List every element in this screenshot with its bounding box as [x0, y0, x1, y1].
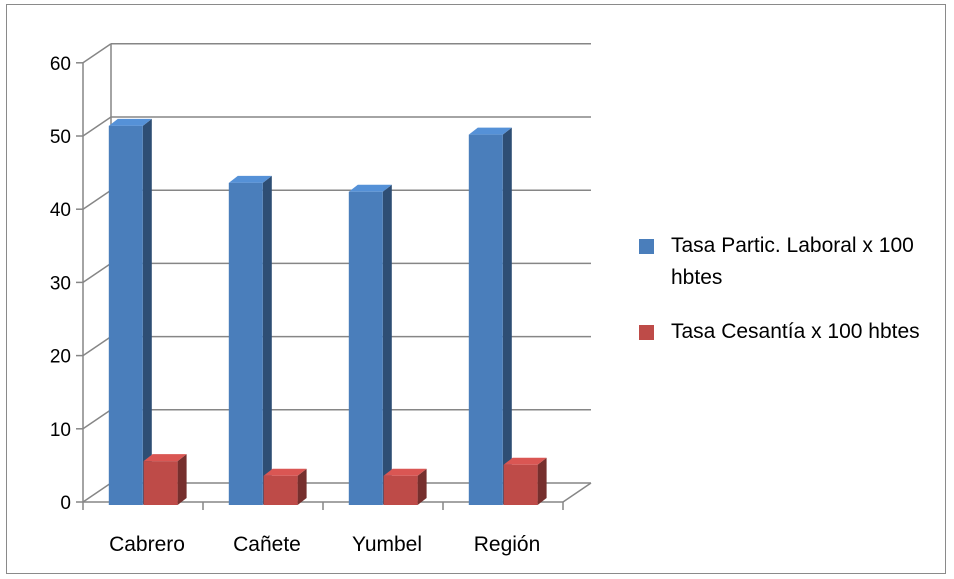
- bar-side: [177, 454, 187, 505]
- chart-plot: 0 10 20 30 40 50 60 Cabrero Cañete Yumbel Región: [50, 43, 592, 556]
- y-tick-label: 60: [50, 54, 71, 75]
- y-tick-label: 0: [60, 493, 71, 514]
- y-tick-label: 20: [50, 347, 71, 368]
- bar-front: [108, 125, 143, 505]
- bar: [108, 118, 152, 505]
- floor-edge: [562, 482, 592, 503]
- bar-top: [108, 118, 152, 126]
- y-tick-label: 50: [50, 127, 71, 148]
- y-tick-label: 10: [50, 420, 71, 441]
- bar-side: [537, 457, 547, 505]
- bar: [468, 127, 512, 505]
- bar-side: [297, 468, 307, 505]
- chart-frame: 0 10 20 30 40 50 60 Cabrero Cañete Yumbel Región T…: [6, 4, 946, 574]
- bar-front: [383, 475, 418, 505]
- bar-top: [383, 468, 427, 476]
- bar-front: [503, 464, 538, 505]
- bar-front: [263, 475, 298, 505]
- gridline-depth: [82, 335, 112, 357]
- x-tick-label: Cabrero: [109, 533, 185, 556]
- bar: [143, 454, 187, 505]
- legend-label-participation: Tasa Partic. Laboral x 100 hbtes: [671, 234, 914, 289]
- legend-item-unemployment: Tasa Cesantía x 100 hbtes: [639, 316, 954, 348]
- bar-top: [263, 468, 307, 476]
- legend-label-unemployment: Tasa Cesantía x 100 hbtes: [671, 320, 920, 343]
- x-tick-label: Yumbel: [352, 533, 422, 556]
- bar-front: [348, 191, 383, 506]
- y-tick-label: 40: [50, 200, 71, 221]
- x-tick-label: Cañete: [233, 533, 301, 556]
- legend-swatch-participation: [639, 239, 654, 254]
- bar-top: [348, 184, 392, 192]
- bar: [348, 184, 392, 506]
- bar: [503, 457, 547, 505]
- bar-top: [143, 454, 187, 462]
- gridline-depth: [82, 116, 112, 137]
- gridline-depth: [82, 482, 112, 503]
- bar-side: [142, 118, 152, 505]
- bar-side: [502, 127, 512, 505]
- bar-front: [468, 134, 503, 505]
- gridline-depth: [82, 189, 112, 210]
- bar: [383, 468, 427, 505]
- gridline-depth: [82, 409, 112, 430]
- bar: [263, 468, 307, 505]
- bar-front: [143, 461, 178, 505]
- bar-front: [228, 182, 263, 506]
- gridline-depth: [82, 262, 112, 284]
- bar-top: [503, 457, 547, 465]
- bar-side: [417, 468, 427, 505]
- y-tick-label: 30: [50, 273, 71, 294]
- bar: [228, 175, 272, 506]
- x-tick-label: Región: [474, 533, 541, 556]
- legend-swatch-unemployment: [639, 325, 654, 340]
- bar-top: [228, 175, 272, 183]
- bar-side: [262, 175, 272, 506]
- bar-top: [468, 127, 512, 135]
- legend-item-participation: Tasa Partic. Laboral x 100 hbtes: [639, 230, 954, 294]
- bar-side: [382, 184, 392, 506]
- gridline-depth: [82, 43, 112, 64]
- legend: Tasa Partic. Laboral x 100 hbtes Tasa Ce…: [639, 230, 954, 348]
